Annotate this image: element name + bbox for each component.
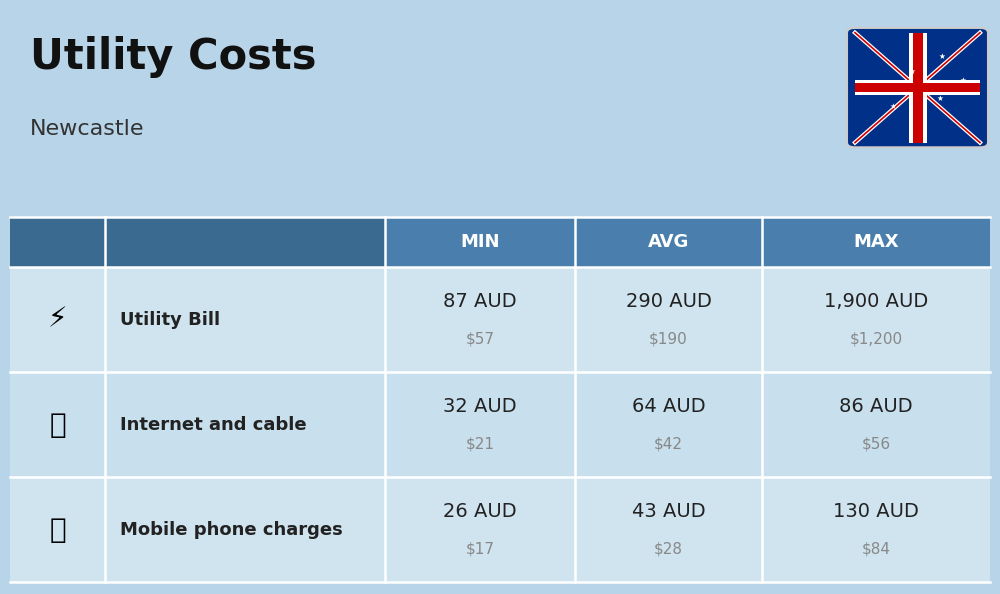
Text: 87 AUD: 87 AUD xyxy=(443,292,517,311)
Text: Newcastle: Newcastle xyxy=(30,119,144,139)
Text: $1,200: $1,200 xyxy=(849,332,903,347)
Text: ★: ★ xyxy=(939,52,945,61)
Text: $17: $17 xyxy=(466,542,494,557)
Text: ★: ★ xyxy=(937,93,943,103)
Text: $190: $190 xyxy=(649,332,688,347)
Text: 86 AUD: 86 AUD xyxy=(839,397,913,416)
Text: AVG: AVG xyxy=(648,233,689,251)
Text: ★: ★ xyxy=(960,75,966,85)
FancyBboxPatch shape xyxy=(10,372,990,477)
FancyBboxPatch shape xyxy=(10,217,990,267)
Bar xyxy=(855,80,980,95)
Text: $28: $28 xyxy=(654,542,683,557)
Text: 32 AUD: 32 AUD xyxy=(443,397,517,416)
Text: $57: $57 xyxy=(466,332,494,347)
Text: $56: $56 xyxy=(861,437,891,452)
Text: $21: $21 xyxy=(466,437,494,452)
Text: 📶: 📶 xyxy=(49,410,66,439)
Text: Utility Bill: Utility Bill xyxy=(120,311,220,328)
Text: Mobile phone charges: Mobile phone charges xyxy=(120,521,343,539)
Text: ★: ★ xyxy=(909,67,915,76)
FancyBboxPatch shape xyxy=(10,477,990,582)
Text: ★: ★ xyxy=(890,102,896,112)
Text: 📱: 📱 xyxy=(49,516,66,544)
Text: ⚡: ⚡ xyxy=(48,306,67,334)
Text: 43 AUD: 43 AUD xyxy=(632,503,705,522)
Bar xyxy=(855,83,980,91)
Text: 64 AUD: 64 AUD xyxy=(632,397,705,416)
Bar xyxy=(912,33,922,143)
Text: $84: $84 xyxy=(862,542,891,557)
Bar xyxy=(908,33,926,143)
FancyBboxPatch shape xyxy=(10,267,990,372)
Text: 26 AUD: 26 AUD xyxy=(443,503,517,522)
Text: $42: $42 xyxy=(654,437,683,452)
Text: MIN: MIN xyxy=(460,233,500,251)
Text: Utility Costs: Utility Costs xyxy=(30,36,316,78)
Text: 290 AUD: 290 AUD xyxy=(626,292,711,311)
Text: 1,900 AUD: 1,900 AUD xyxy=(824,292,928,311)
FancyBboxPatch shape xyxy=(10,217,385,267)
Text: MAX: MAX xyxy=(853,233,899,251)
Text: 130 AUD: 130 AUD xyxy=(833,503,919,522)
Text: Internet and cable: Internet and cable xyxy=(120,416,307,434)
FancyBboxPatch shape xyxy=(847,28,988,147)
